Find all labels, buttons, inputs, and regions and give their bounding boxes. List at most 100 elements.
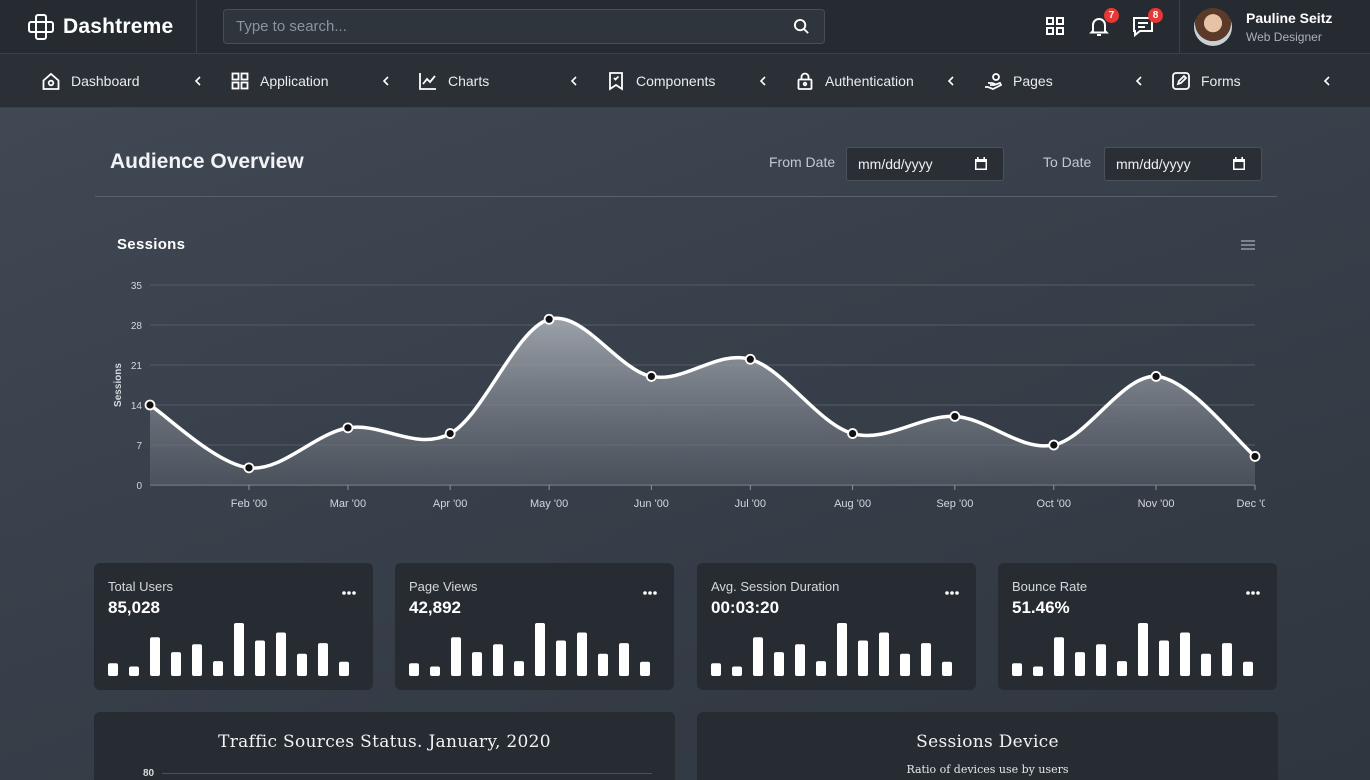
spark-bar	[1012, 663, 1022, 676]
grid-icon	[231, 72, 249, 90]
chart-title: Sessions	[117, 236, 186, 253]
spark-bar	[879, 632, 889, 676]
stat-sparkline	[711, 623, 952, 676]
nav-item-components[interactable]: Components	[606, 54, 715, 108]
x-tick-label: May '00	[530, 498, 568, 510]
avatar[interactable]	[1194, 8, 1232, 46]
brand-name: Dashtreme	[63, 15, 174, 38]
spark-bar	[598, 653, 608, 676]
line-chart-icon	[419, 73, 436, 90]
calendar-icon[interactable]	[1231, 156, 1247, 172]
search-input[interactable]	[224, 10, 824, 43]
bookmark-icon	[609, 72, 623, 91]
spark-bar	[640, 661, 650, 676]
sessions-area	[150, 318, 1255, 485]
chevron-left-icon[interactable]	[379, 74, 393, 88]
user-menu[interactable]: Pauline Seitz Web Designer	[1179, 0, 1370, 54]
nav-item-dashboard[interactable]: Dashboard	[41, 54, 140, 108]
more-icon[interactable]	[341, 589, 357, 597]
y-tick-label: 35	[131, 281, 143, 292]
spark-bar	[774, 652, 784, 676]
y-tick-label: 14	[131, 401, 143, 412]
chevron-left-icon[interactable]	[944, 74, 958, 88]
lock-icon	[797, 72, 813, 90]
stat-label: Total Users	[108, 579, 174, 594]
y-tick-label: 0	[136, 481, 142, 492]
y-tick-label: 80	[143, 768, 155, 779]
stat-card-page-views: Page Views 42,892	[395, 563, 674, 690]
nav-label: Pages	[1013, 73, 1053, 89]
data-point	[949, 411, 961, 422]
spark-bar	[339, 661, 349, 676]
spark-bar	[276, 632, 286, 676]
chevron-left-icon[interactable]	[191, 74, 205, 88]
nav-item-forms[interactable]: Forms	[1171, 54, 1241, 108]
from-date-label: From Date	[769, 154, 836, 170]
data-point	[144, 399, 156, 411]
spark-bar	[1243, 661, 1253, 676]
messages-button[interactable]: 8	[1131, 8, 1163, 38]
spark-bar	[318, 643, 328, 676]
spark-bar	[1201, 653, 1211, 676]
nav-item-authentication[interactable]: Authentication	[795, 54, 914, 108]
x-tick-label: Oct '00	[1037, 498, 1072, 510]
search-icon[interactable]	[793, 18, 810, 35]
chevron-left-icon[interactable]	[567, 74, 581, 88]
y-tick-label: 7	[136, 441, 142, 452]
data-point	[1048, 439, 1060, 451]
apps-grid-icon[interactable]	[1043, 14, 1067, 38]
to-date-value: mm/dd/yyyy	[1116, 156, 1191, 172]
more-icon[interactable]	[642, 589, 658, 597]
stat-label: Avg. Session Duration	[711, 579, 840, 594]
spark-bar	[451, 637, 461, 676]
spark-bar	[1096, 644, 1106, 676]
spark-bar	[297, 653, 307, 676]
data-point	[1249, 451, 1261, 462]
to-date-input[interactable]: mm/dd/yyyy	[1104, 147, 1262, 181]
nav-item-charts[interactable]: Charts	[418, 54, 489, 108]
spark-bar	[192, 644, 202, 676]
spark-bar	[213, 661, 223, 676]
panel-title: Traffic Sources Status. January, 2020	[218, 732, 551, 752]
top-bar: Dashtreme 7 8 Pauline Seitz Web Designer	[0, 0, 1370, 54]
chevron-left-icon[interactable]	[1320, 74, 1334, 88]
nav-item-pages[interactable]: Pages	[983, 54, 1053, 108]
traffic-sources-panel: Traffic Sources Status. January, 2020 80	[94, 712, 675, 780]
spark-bar	[1222, 643, 1232, 676]
calendar-icon[interactable]	[973, 156, 989, 172]
spark-bar	[711, 663, 721, 676]
chevron-left-icon[interactable]	[1132, 74, 1146, 88]
x-tick-label: Jun '00	[634, 498, 669, 510]
logo-icon	[28, 14, 54, 40]
nav-item-application[interactable]: Application	[230, 54, 329, 108]
chevron-left-icon[interactable]	[756, 74, 770, 88]
x-tick-label: Nov '00	[1138, 498, 1175, 510]
data-point	[847, 428, 858, 439]
sessions-line	[149, 316, 1257, 470]
nav-label: Authentication	[825, 73, 914, 89]
chart-menu-icon[interactable]	[1240, 238, 1256, 252]
search-box	[223, 9, 825, 44]
spark-bar	[409, 663, 419, 676]
to-date-label: To Date	[1043, 154, 1092, 170]
x-tick-label: Feb '00	[231, 498, 267, 510]
y-tick-label: 21	[131, 361, 143, 372]
edit-icon	[1172, 72, 1190, 90]
grid-line	[162, 773, 652, 774]
spark-bar	[171, 652, 181, 676]
spark-bar	[753, 637, 763, 676]
y-axis-label: Sessions	[113, 363, 124, 407]
more-icon[interactable]	[944, 589, 960, 597]
spark-bar	[577, 632, 587, 676]
stat-sparkline	[1012, 623, 1253, 676]
data-point	[543, 313, 555, 325]
stat-value: 85,028	[108, 598, 160, 617]
brand[interactable]: Dashtreme	[0, 0, 197, 54]
hand-icon	[985, 73, 1003, 90]
sessions-device-panel: Sessions Device Ratio of devices use by …	[697, 712, 1278, 780]
spark-bar	[535, 623, 545, 676]
more-icon[interactable]	[1245, 589, 1261, 597]
notifications-button[interactable]: 7	[1087, 8, 1119, 38]
stat-value: 51.46%	[1012, 598, 1070, 617]
from-date-input[interactable]: mm/dd/yyyy	[846, 147, 1004, 181]
